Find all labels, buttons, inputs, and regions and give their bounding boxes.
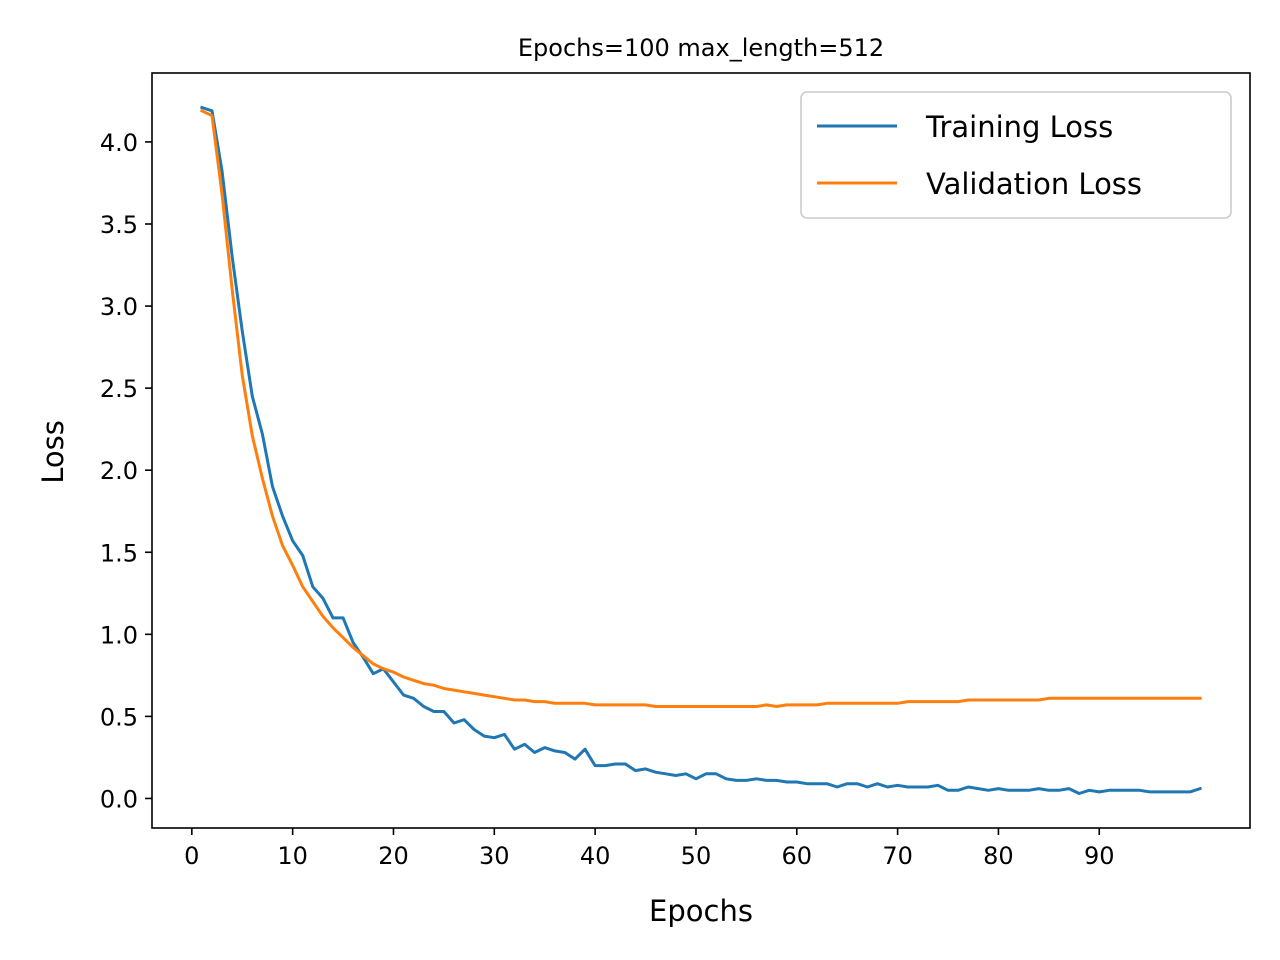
y-tick-label: 1.0	[100, 621, 138, 649]
legend: Training Loss Validation Loss	[800, 91, 1232, 219]
legend-label-validation-loss: Validation Loss	[926, 167, 1142, 201]
y-tick-label: 0.0	[100, 785, 138, 813]
x-tick-label: 80	[983, 842, 1014, 870]
x-tick-label: 10	[277, 842, 308, 870]
y-tick-label: 2.0	[100, 457, 138, 485]
y-axis: 0.0 0.5 1.0 1.5 2.0 2.5 3.0 3.5 4.0	[100, 129, 152, 813]
chart-title: Epochs=100 max_length=512	[518, 34, 884, 62]
series-line-training-loss	[200, 105, 1202, 795]
x-tick-label: 90	[1084, 842, 1115, 870]
y-tick-label: 3.0	[100, 293, 138, 321]
y-tick-label: 3.5	[100, 211, 138, 239]
y-tick-label: 2.5	[100, 375, 138, 403]
legend-frame	[800, 91, 1232, 219]
plot-frame	[151, 72, 1251, 829]
x-axis-label: Epochs	[649, 894, 753, 928]
x-axis: 0 10 20 30 40 50 60 70 80 90	[184, 828, 1115, 870]
series-line-validation-loss	[199, 108, 1202, 708]
x-tick-label: 30	[479, 842, 510, 870]
y-tick-label: 1.5	[100, 539, 138, 567]
y-tick-label: 4.0	[100, 129, 138, 157]
legend-label-training-loss: Training Loss	[925, 110, 1113, 144]
x-tick-label: 50	[681, 842, 712, 870]
x-tick-label: 40	[580, 842, 611, 870]
x-tick-label: 20	[378, 842, 409, 870]
y-axis-label: Loss	[36, 420, 70, 484]
x-tick-label: 70	[882, 842, 913, 870]
x-tick-label: 0	[184, 842, 199, 870]
x-tick-label: 60	[782, 842, 813, 870]
y-tick-label: 0.5	[100, 703, 138, 731]
plot-area	[199, 105, 1202, 795]
